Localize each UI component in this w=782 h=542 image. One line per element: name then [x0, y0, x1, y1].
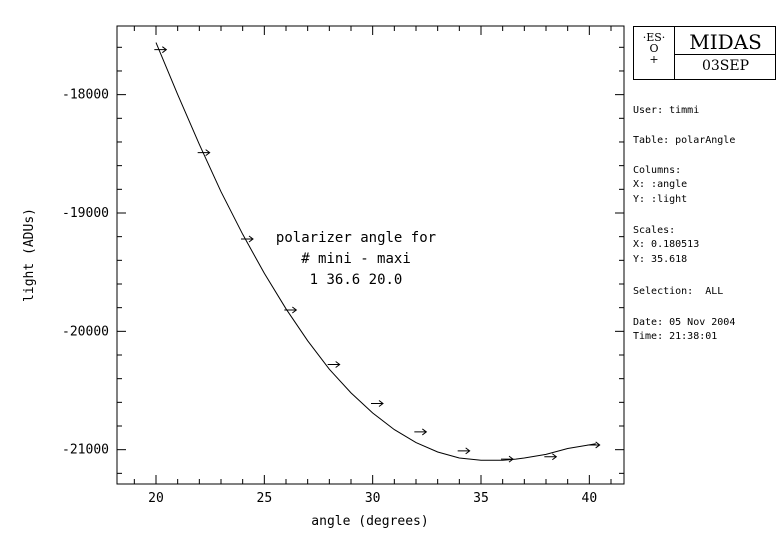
version-code: 03SEP — [701, 58, 750, 74]
eso-logo-text-3: + — [649, 53, 659, 66]
data-point — [371, 400, 384, 407]
data-point — [154, 46, 168, 54]
info-columns-title: Columns: — [633, 165, 682, 176]
y-tick-label: -18000 — [62, 88, 109, 103]
x-axis-ticks: 20 25 30 35 40 — [133, 26, 612, 506]
data-point — [327, 361, 341, 368]
info-scales-title: Scales: — [633, 225, 676, 236]
info-date: Date: 05 Nov 2004 — [633, 317, 736, 328]
info-time: Time: 21:38:01 — [633, 331, 718, 342]
info-user: User: timmi — [633, 105, 700, 116]
annotation-line-1: polarizer angle for — [276, 230, 436, 246]
info-table: Table: polarAngle — [633, 135, 736, 146]
annotation-line-3: 1 36.6 20.0 — [310, 272, 403, 288]
data-point — [241, 235, 254, 243]
x-tick-label: 30 — [365, 491, 381, 506]
midas-title: MIDAS — [689, 30, 762, 54]
x-tick-label: 40 — [582, 491, 598, 506]
data-point — [501, 455, 514, 463]
info-column-y: Y: :light — [633, 194, 688, 205]
eso-logo-icon: ·ES· O + — [634, 27, 674, 81]
y-axis-label: light (ADUs) — [22, 208, 37, 302]
y-tick-label: -21000 — [62, 443, 109, 458]
x-tick-label: 25 — [257, 491, 273, 506]
info-column-x: X: :angle — [633, 179, 688, 190]
fit-curve-line — [155, 42, 596, 461]
data-point — [284, 306, 298, 314]
x-tick-label: 20 — [148, 491, 164, 506]
plot-frame — [116, 25, 625, 485]
x-tick-label: 35 — [473, 491, 489, 506]
y-tick-label: -20000 — [62, 324, 109, 339]
data-point — [457, 447, 471, 455]
data-point — [414, 428, 428, 436]
info-selection: Selection: ALL — [633, 286, 724, 297]
midas-logo-box: ·ES· O + MIDAS 03SEP — [633, 26, 776, 80]
info-scale-x: X: 0.180513 — [633, 239, 700, 250]
info-scale-y: Y: 35.618 — [633, 254, 688, 265]
data-point — [587, 441, 601, 449]
eso-logo-text-2: O — [649, 42, 659, 55]
data-points — [154, 46, 601, 463]
data-point — [544, 453, 558, 461]
y-tick-label: -19000 — [62, 206, 109, 221]
y-axis-ticks: -18000 -19000 -20000 -21000 — [62, 46, 624, 474]
eso-logo-text-1: ·ES· — [642, 31, 666, 44]
annotation-line-2: # mini - maxi — [301, 251, 411, 267]
x-axis-label: angle (degrees) — [311, 514, 428, 529]
data-point — [197, 149, 211, 157]
